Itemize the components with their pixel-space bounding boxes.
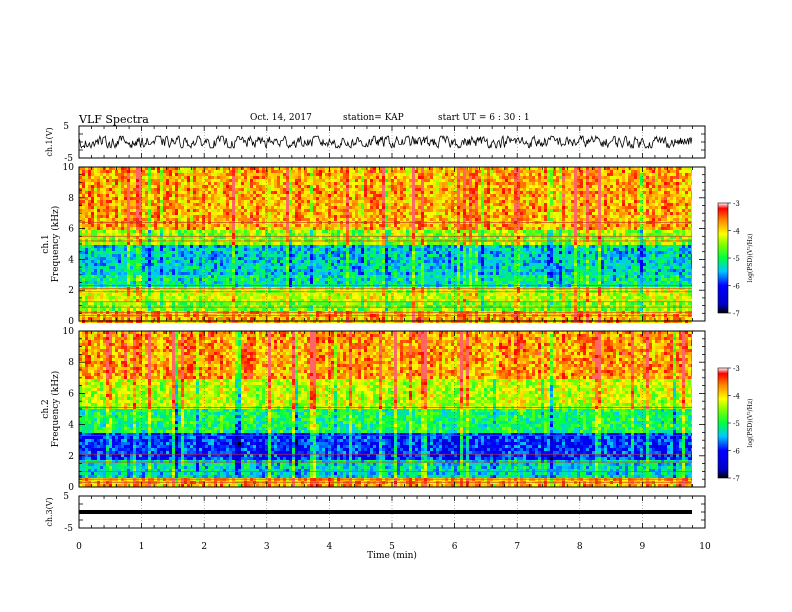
ch2-colorbar — [717, 367, 729, 479]
ch1-colorbar-tick: -4 — [733, 228, 740, 236]
ch2-spec-ytick: 6 — [68, 389, 74, 399]
ch2-spec-ytick: 0 — [68, 483, 74, 493]
ch1-spec-ylabel-frequency: Frequency (kHz) — [50, 206, 61, 283]
colorbars: -3 -4 -5 -6 -7 log(PSD)(V²/Hz) -3 -4 -5 -6 -7 log(P… — [717, 200, 754, 483]
x-tick-label: 5 — [389, 542, 395, 552]
station-label: station= KAP — [343, 113, 404, 123]
ch1-colorbar — [717, 202, 729, 314]
ch2-spec-ytick: 4 — [68, 421, 74, 431]
ch2-colorbar-tick: -6 — [733, 448, 740, 456]
x-tick-label: 7 — [514, 542, 520, 552]
ch1-spec-ylabel-channel: ch.1 — [41, 234, 51, 253]
ch2-spec-ytick: 2 — [68, 452, 74, 462]
axes — [78, 125, 706, 529]
ch2-colorbar-label: log(PSD)(V²/Hz) — [747, 399, 754, 448]
ch3-ylabel: ch.3(V) — [45, 497, 54, 526]
ch2-colorbar-tick: -4 — [733, 393, 740, 401]
x-tick-label: 10 — [699, 542, 711, 552]
ch1-spec-ytick: 2 — [68, 286, 74, 296]
ch1-spec-ytick: 6 — [68, 225, 74, 235]
ch2-colorbar-tick: -3 — [733, 365, 740, 373]
ch2-spec-ylabel-channel: ch.2 — [41, 399, 51, 418]
ch1-colorbar-tick: -6 — [733, 283, 740, 291]
x-tick-label: 8 — [577, 542, 583, 552]
ch1-ylabel: ch.1(V) — [45, 127, 54, 156]
x-tick-label: 2 — [201, 542, 207, 552]
ch2-colorbar-tick: -7 — [733, 475, 740, 483]
x-axis-label: Time (min) — [367, 550, 417, 561]
figure-title: VLF Spectra — [79, 113, 149, 126]
ch2-colorbar-tick: -5 — [733, 420, 740, 428]
date-label: Oct. 14, 2017 — [250, 113, 312, 123]
x-tick-label: 0 — [76, 542, 82, 552]
ch1-ytick-bottom: -5 — [64, 154, 73, 164]
ch3-ytick-top: 5 — [63, 492, 69, 502]
x-tick-label: 1 — [139, 542, 145, 552]
ch3-ytick-bottom: -5 — [64, 524, 73, 534]
ch1-spec-ytick: 10 — [63, 163, 75, 173]
waveform-ch1 — [78, 134, 693, 150]
ch1-ytick-top: 5 — [63, 122, 69, 132]
x-tick-label: 9 — [640, 542, 646, 552]
x-tick-label: 6 — [452, 542, 458, 552]
ch1-spec-ytick: 0 — [68, 317, 74, 327]
ch1-colorbar-label: log(PSD)(V²/Hz) — [747, 234, 754, 283]
ch1-waveform-line — [78, 134, 693, 150]
ch1-spec-ytick: 4 — [68, 255, 74, 265]
ch1-spec-ytick: 8 — [68, 194, 74, 204]
start-time-label: start UT = 6 : 30 : 1 — [438, 113, 530, 123]
ch1-colorbar-tick: -5 — [733, 255, 740, 263]
ch1-colorbar-tick: -3 — [733, 200, 740, 208]
ch1-colorbar-tick: -7 — [733, 310, 740, 318]
ch2-spec-ytick: 8 — [68, 358, 74, 368]
ch2-spec-ytick: 10 — [63, 327, 75, 337]
x-tick-label: 4 — [327, 542, 333, 552]
x-tick-label: 3 — [264, 542, 270, 552]
ch2-spec-ylabel-frequency: Frequency (kHz) — [50, 371, 61, 448]
